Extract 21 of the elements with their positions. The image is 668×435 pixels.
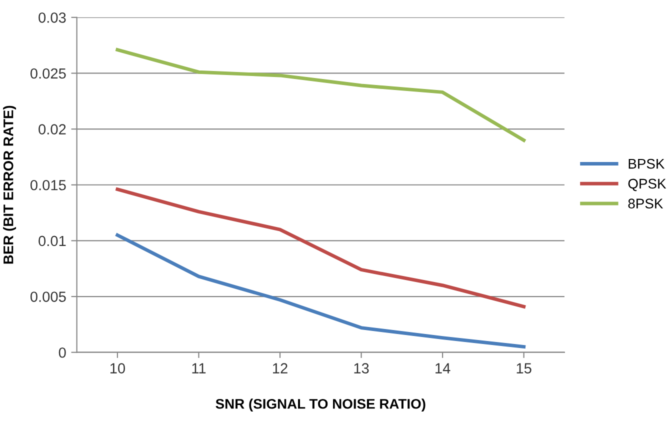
y-tick-label: 0.015 (30, 180, 66, 190)
y-tick-label: 0.005 (30, 292, 66, 302)
legend-label: QPSK (628, 178, 666, 192)
x-tick-label: 15 (516, 363, 532, 374)
x-tick-label: 10 (110, 363, 125, 374)
y-axis-title: BER (BIT ERROR RATE) (3, 106, 16, 264)
line-series (116, 48, 526, 142)
y-tick-label: 0.02 (38, 124, 66, 134)
x-tick-label: 11 (192, 363, 206, 374)
x-tick-label: 14 (436, 363, 450, 374)
x-axis-title: SNR (SIGNAL TO NOISE RATIO) (216, 398, 426, 412)
line-series (116, 188, 526, 308)
legend-label: BPSK (628, 158, 665, 169)
x-tick-label: 12 (273, 363, 288, 374)
y-tick-label: 0.03 (38, 12, 66, 23)
y-tick-label: 0.025 (30, 68, 66, 79)
x-tick-label: 13 (354, 363, 369, 374)
y-tick-label: 0 (58, 347, 66, 358)
line-series (116, 233, 526, 348)
legend-label: 8PSK (628, 198, 664, 208)
y-tick-label: 0.01 (38, 236, 66, 246)
